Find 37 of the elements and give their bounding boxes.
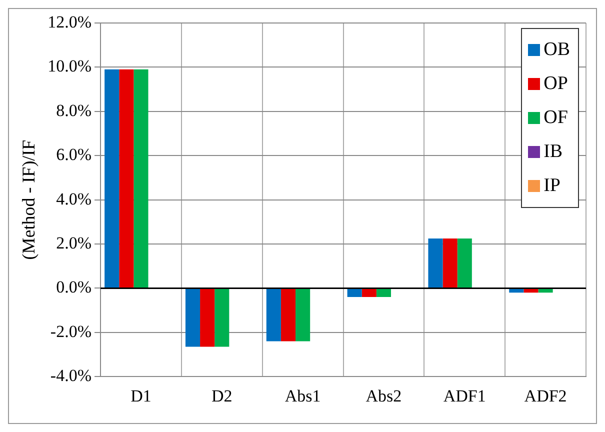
legend-label: IB bbox=[544, 141, 563, 163]
legend-label: OF bbox=[544, 107, 568, 129]
bar bbox=[524, 288, 538, 293]
y-tick-label: 4.0% bbox=[56, 189, 92, 208]
bar bbox=[362, 288, 376, 298]
y-tick-label: 12.0% bbox=[48, 12, 92, 32]
x-tick-label: D1 bbox=[130, 386, 152, 406]
y-tick-label: 6.0% bbox=[56, 145, 92, 164]
y-tick-label: 2.0% bbox=[56, 233, 92, 252]
bar bbox=[347, 288, 362, 298]
bar bbox=[457, 238, 472, 288]
legend-label: OP bbox=[544, 73, 568, 95]
bar bbox=[200, 288, 215, 347]
y-tick-label: 10.0% bbox=[48, 56, 92, 76]
bar bbox=[376, 288, 391, 298]
y-tick-label: 8.0% bbox=[56, 100, 92, 120]
bar bbox=[266, 288, 281, 342]
y-tick-label: 0.0% bbox=[56, 278, 92, 297]
y-tick-label: -4.0% bbox=[50, 366, 92, 386]
legend-label: OB bbox=[544, 39, 570, 61]
y-tick-label: -2.0% bbox=[50, 322, 92, 341]
bar bbox=[442, 238, 458, 288]
legend-label: IP bbox=[544, 175, 560, 197]
bar bbox=[119, 69, 134, 288]
bar bbox=[296, 288, 310, 342]
bar bbox=[214, 288, 230, 347]
x-tick-label: Abs1 bbox=[284, 386, 321, 406]
bar bbox=[104, 69, 120, 288]
bar bbox=[185, 288, 200, 347]
y-axis-title: (Method - IF)/IF bbox=[18, 140, 39, 260]
bar bbox=[134, 69, 148, 288]
x-tick-label: Abs2 bbox=[366, 386, 402, 406]
bar bbox=[428, 238, 443, 288]
x-tick-label: ADF1 bbox=[443, 386, 486, 406]
bar bbox=[280, 288, 296, 342]
x-tick-label: ADF2 bbox=[524, 386, 567, 406]
x-tick-label: D2 bbox=[211, 386, 232, 406]
